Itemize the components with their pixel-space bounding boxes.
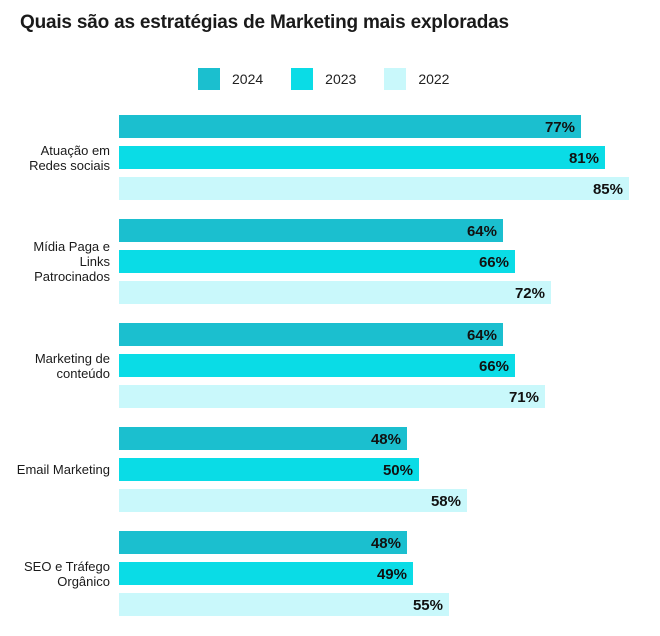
data-label-2024-2: 64% [467, 327, 497, 344]
legend-label-2023: 2023 [325, 71, 357, 87]
bar-2023-1 [119, 250, 515, 273]
data-label-2022-2: 71% [509, 389, 539, 406]
legend-item-2023: 2023 [291, 68, 356, 90]
bar-2022-3 [119, 489, 467, 512]
bar-2023-2 [119, 354, 515, 377]
category-label-3: Email Marketing [16, 462, 110, 477]
bar-2022-4 [119, 593, 449, 616]
data-label-2023-0: 81% [569, 150, 599, 167]
bar-2022-0 [119, 177, 629, 200]
legend-swatch-2022 [384, 68, 407, 90]
category-label-1: Mídia Paga e Links Patrocinados [33, 239, 110, 284]
category-label-2: Marketing de conteúdo [34, 350, 110, 381]
legend-item-2022: 2022 [384, 68, 449, 90]
bar-2022-2 [119, 385, 545, 408]
data-label-2024-3: 48% [371, 431, 401, 448]
data-label-2023-1: 66% [479, 254, 509, 271]
category-label-0: Atuação em Redes sociais [29, 142, 110, 173]
bar-2024-2 [119, 323, 503, 346]
bar-2023-0 [119, 146, 605, 169]
data-label-2024-0: 77% [545, 119, 575, 136]
bar-2024-1 [119, 219, 503, 242]
legend-item-2024: 2024 [198, 68, 263, 90]
bar-2024-0 [119, 115, 581, 138]
bar-2023-3 [119, 458, 419, 481]
data-label-2022-1: 72% [515, 285, 545, 302]
data-label-2023-4: 49% [377, 566, 407, 583]
data-label-2022-3: 58% [431, 493, 461, 510]
data-label-2024-1: 64% [467, 223, 497, 240]
legend: 2024 2023 2022 [198, 68, 477, 90]
legend-label-2024: 2024 [232, 71, 264, 87]
bar-2023-4 [119, 562, 413, 585]
category-label-4: SEO e Tráfego Orgânico [24, 558, 110, 589]
legend-swatch-2024 [198, 68, 220, 90]
data-label-2022-4: 55% [413, 597, 443, 614]
data-label-2024-4: 48% [371, 535, 401, 552]
data-label-2023-2: 66% [479, 358, 509, 375]
chart-title: Quais são as estratégias de Marketing ma… [20, 12, 509, 33]
data-label-2023-3: 50% [383, 462, 413, 479]
bar-2024-3 [119, 427, 407, 450]
data-label-2022-0: 85% [593, 181, 623, 198]
bar-2024-4 [119, 531, 407, 554]
legend-label-2022: 2022 [418, 71, 450, 87]
bar-2022-1 [119, 281, 551, 304]
legend-swatch-2023 [291, 68, 314, 90]
